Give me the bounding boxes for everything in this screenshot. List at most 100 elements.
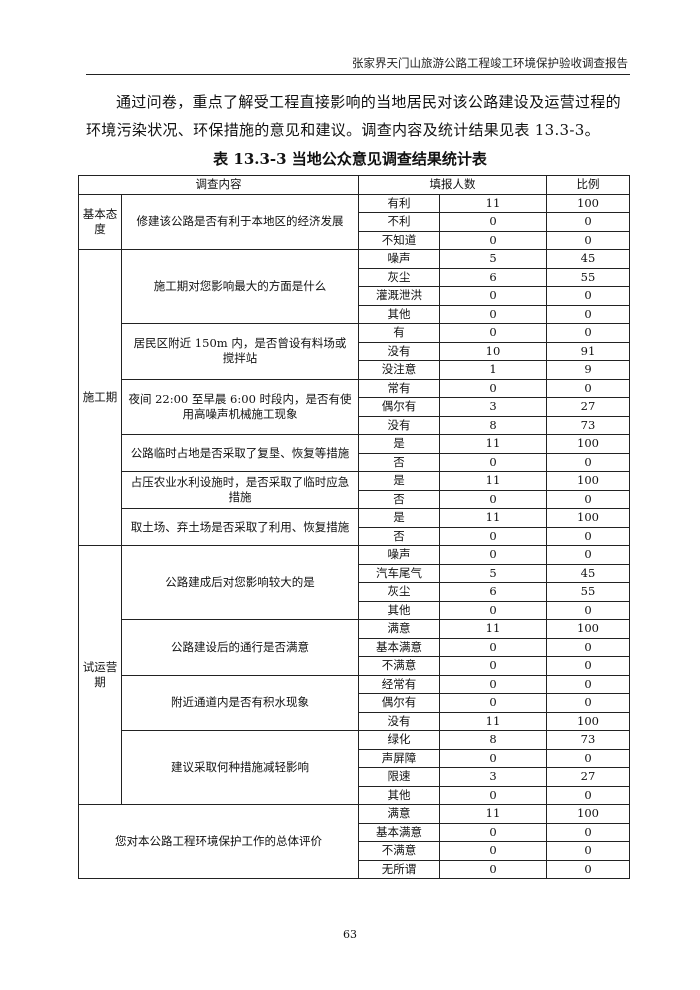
option-label: 没有 bbox=[358, 341, 440, 361]
respondent-count: 1 bbox=[439, 360, 547, 380]
ratio-value: 100 bbox=[546, 508, 630, 528]
option-label: 满意 bbox=[358, 804, 440, 824]
table-row: 公路建设后的通行是否满意 满意 11 100 bbox=[79, 619, 630, 676]
ratio-value: 0 bbox=[546, 526, 630, 546]
ratio-value: 0 bbox=[546, 859, 630, 879]
respondent-count: 6 bbox=[439, 582, 547, 602]
ratio-value: 73 bbox=[546, 415, 630, 435]
respondent-count: 0 bbox=[439, 212, 547, 232]
respondent-count: 0 bbox=[439, 637, 547, 657]
question-text: 公路临时占地是否采取了复垦、恢复等措施 bbox=[121, 434, 359, 472]
table-header-row: 调查内容 填报人数 比例 bbox=[78, 175, 630, 195]
ratio-value: 27 bbox=[546, 767, 630, 787]
respondent-count: 0 bbox=[439, 526, 547, 546]
respondent-count: 0 bbox=[439, 378, 547, 398]
respondent-count: 0 bbox=[439, 748, 547, 768]
option-label: 无所谓 bbox=[358, 859, 440, 879]
option-label: 偶尔有 bbox=[358, 397, 440, 417]
question-text: 您对本公路工程环境保护工作的总体评价 bbox=[78, 804, 359, 879]
respondent-count: 0 bbox=[439, 323, 547, 343]
survey-results-table: 调查内容 填报人数 比例 基本态度 修建该公路是否有利于本地区的经济发展 有利 11 1… bbox=[78, 175, 630, 879]
option-label: 偶尔有 bbox=[358, 693, 440, 713]
respondent-count: 0 bbox=[439, 230, 547, 250]
option-label: 其他 bbox=[358, 600, 440, 620]
ratio-value: 0 bbox=[546, 545, 630, 565]
ratio-value: 45 bbox=[546, 249, 630, 269]
ratio-value: 55 bbox=[546, 582, 630, 602]
ratio-value: 0 bbox=[546, 693, 630, 713]
option-label: 限速 bbox=[358, 767, 440, 787]
option-label: 噪声 bbox=[358, 249, 440, 269]
question-text: 修建该公路是否有利于本地区的经济发展 bbox=[121, 193, 359, 250]
respondent-count: 0 bbox=[439, 674, 547, 694]
respondent-count: 11 bbox=[439, 434, 547, 454]
ratio-value: 0 bbox=[546, 323, 630, 343]
respondent-count: 0 bbox=[439, 600, 547, 620]
table-row: 其他 0 0 bbox=[79, 304, 630, 324]
question-text: 占压农业水利设施时，是否采取了临时应急措施 bbox=[121, 471, 359, 509]
ratio-value: 55 bbox=[546, 267, 630, 287]
table-row: 没有 8 73 bbox=[79, 415, 630, 435]
page-number: 63 bbox=[343, 928, 357, 941]
respondent-count: 11 bbox=[439, 711, 547, 731]
ratio-value: 73 bbox=[546, 730, 630, 750]
option-label: 其他 bbox=[358, 785, 440, 805]
header-content: 调查内容 bbox=[78, 175, 359, 195]
respondent-count: 0 bbox=[439, 693, 547, 713]
ratio-value: 0 bbox=[546, 600, 630, 620]
table-row: 建议采取何种措施减轻影响 绿化 8 73 bbox=[79, 730, 630, 805]
option-label: 基本满意 bbox=[358, 822, 440, 842]
option-label: 不满意 bbox=[358, 656, 440, 676]
respondent-count: 0 bbox=[439, 859, 547, 879]
respondent-count: 6 bbox=[439, 267, 547, 287]
question-text: 取土场、弃土场是否采取了利用、恢复措施 bbox=[121, 508, 359, 546]
table-row: 灰尘 6 55 bbox=[79, 267, 630, 287]
table-row: 限速 3 27 bbox=[79, 767, 630, 787]
ratio-value: 9 bbox=[546, 360, 630, 380]
table-row: 占压农业水利设施时，是否采取了临时应急措施是 11 100 bbox=[79, 471, 630, 509]
question-text: 公路建设后的通行是否满意 bbox=[121, 619, 359, 676]
respondent-count: 10 bbox=[439, 341, 547, 361]
option-label: 常有 bbox=[358, 378, 440, 398]
option-label: 满意 bbox=[358, 619, 440, 639]
ratio-value: 0 bbox=[546, 378, 630, 398]
option-label: 是 bbox=[358, 508, 440, 528]
question-text: 施工期对您影响最大的方面是什么 bbox=[121, 249, 359, 324]
option-label: 基本满意 bbox=[358, 637, 440, 657]
option-label: 绿化 bbox=[358, 730, 440, 750]
option-label: 灰尘 bbox=[358, 267, 440, 287]
option-label: 不利 bbox=[358, 212, 440, 232]
option-label: 有 bbox=[358, 323, 440, 343]
ratio-value: 0 bbox=[546, 230, 630, 250]
ratio-value: 0 bbox=[546, 748, 630, 768]
respondent-count: 8 bbox=[439, 730, 547, 750]
ratio-value: 45 bbox=[546, 563, 630, 583]
ratio-value: 0 bbox=[546, 452, 630, 472]
table-row: 汽车尾气 5 45 bbox=[79, 563, 630, 583]
ratio-value: 0 bbox=[546, 822, 630, 842]
header-rule bbox=[86, 74, 630, 75]
respondent-count: 11 bbox=[439, 619, 547, 639]
ratio-value: 0 bbox=[546, 489, 630, 509]
section-label: 基本态度 bbox=[78, 193, 122, 250]
question-text: 建议采取何种措施减轻影响 bbox=[121, 730, 359, 805]
table-row: 取土场、弃土场是否采取了利用、恢复措施是 11 100 bbox=[79, 508, 630, 546]
header-count: 填报人数 bbox=[358, 175, 547, 195]
table-row: 基本满意 0 0 bbox=[79, 822, 630, 842]
respondent-count: 0 bbox=[439, 489, 547, 509]
respondent-count: 0 bbox=[439, 452, 547, 472]
table-row: 声屏障 0 0 bbox=[79, 748, 630, 768]
ratio-value: 100 bbox=[546, 619, 630, 639]
respondent-count: 5 bbox=[439, 563, 547, 583]
option-label: 是 bbox=[358, 434, 440, 454]
option-label: 汽车尾气 bbox=[358, 563, 440, 583]
ratio-value: 91 bbox=[546, 341, 630, 361]
question-text: 夜间 22:00 至早晨 6:00 时段内，是否有使用高噪声机械施工现象 bbox=[121, 378, 359, 435]
table-row: 无所谓 0 0 bbox=[79, 859, 630, 879]
ratio-value: 0 bbox=[546, 286, 630, 306]
ratio-value: 100 bbox=[546, 193, 630, 213]
table-row: 不利 0 0 bbox=[79, 212, 630, 232]
table-row: 偶尔有 0 0 bbox=[79, 693, 630, 713]
table-row: 其他 0 0 bbox=[79, 600, 630, 620]
option-label: 噪声 bbox=[358, 545, 440, 565]
